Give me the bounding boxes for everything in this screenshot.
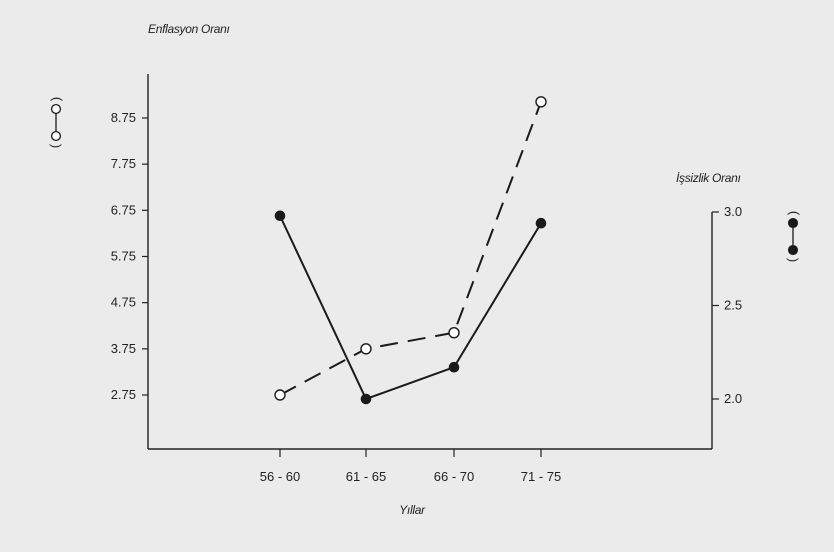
issizlik-legend-marker: () [786, 211, 802, 262]
left-axis-title: Enflasyon Oranı [148, 22, 230, 36]
x-tick-label: 61 - 65 [346, 469, 386, 484]
right-tick-label: 3.0 [724, 204, 742, 219]
left-tick-label: 3.75 [111, 341, 136, 356]
left-tick-label: 8.75 [111, 110, 136, 125]
enflasyon-series-line [279, 101, 542, 396]
legend-circle [787, 244, 799, 256]
legend-circle [787, 217, 799, 229]
right-axis-title: İşsizlik Oranı [676, 171, 740, 185]
issizlik-point [360, 393, 372, 405]
issizlik-point [274, 210, 286, 222]
axes-layer: 2.75 3.75 4.75 5.75 6.75 7.75 8.75 2.0 2.5 3.0 56 … [111, 74, 742, 484]
issizlik-series-line [279, 215, 542, 401]
legend-paren: ( [50, 97, 65, 102]
x-tick-label: 56 - 60 [260, 469, 300, 484]
enflasyon-legend-marker: () [49, 97, 65, 148]
enflasyon-point [360, 343, 372, 355]
enflasyon-point [274, 389, 286, 401]
left-tick-label: 4.75 [111, 295, 136, 310]
right-tick-label: 2.0 [724, 391, 742, 406]
enflasyon-point [448, 326, 460, 339]
right-tick-label: 2.5 [724, 298, 742, 313]
legend-circle [50, 130, 62, 142]
x-tick-label: 66 - 70 [434, 469, 474, 484]
x-axis-title: Yıllar [399, 503, 426, 517]
x-tick-label: 71 - 75 [521, 469, 561, 484]
issizlik-point [535, 217, 547, 229]
legend-paren: ) [786, 258, 801, 262]
left-tick-label: 5.75 [111, 248, 136, 263]
left-tick-label: 7.75 [111, 156, 136, 171]
issizlik-point [448, 361, 460, 373]
legend-paren: ( [787, 211, 802, 216]
legend-circle [50, 103, 62, 115]
series-layer [274, 96, 547, 405]
left-tick-label: 2.75 [111, 387, 136, 402]
legend-paren: ) [49, 144, 64, 148]
legend-layer: ()() [49, 97, 802, 262]
left-tick-label: 6.75 [111, 202, 136, 217]
enflasyon-point [535, 96, 547, 108]
